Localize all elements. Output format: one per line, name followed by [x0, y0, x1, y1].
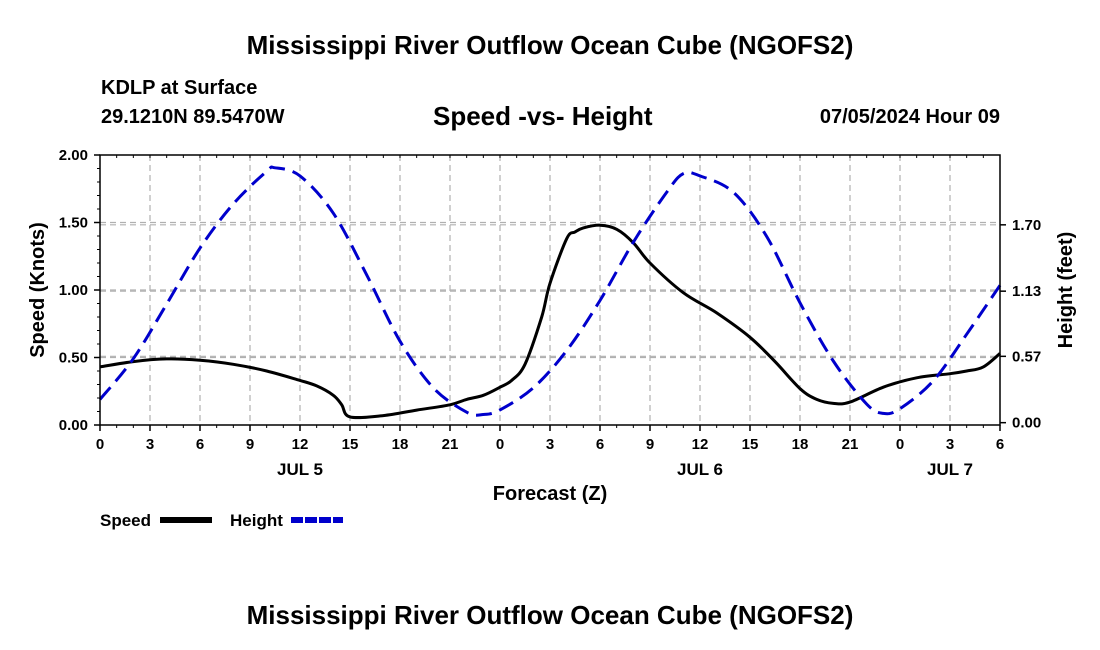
chart-title: Mississippi River Outflow Ocean Cube (NG…: [246, 30, 854, 60]
chart-subtitle: Speed -vs- Height: [433, 101, 653, 131]
x-tick-label: 21: [842, 436, 859, 453]
x-tick-label: 3: [146, 436, 154, 453]
station-label: KDLP at Surface: [101, 77, 258, 99]
date-label: JUL 6: [677, 460, 723, 479]
y-tick-label: 1.00: [59, 282, 88, 299]
axis-layer: 0 3 6 9 12 15 18 21 0 3 6 9 12 15 18 21 0 3 6 JUL 5 JUL 6 JUL…: [59, 147, 1041, 479]
x-tick-label: 12: [692, 436, 709, 453]
legend: Speed Height: [100, 511, 343, 530]
station-coordinates: 29.1210N 89.5470W: [101, 106, 285, 128]
date-label: JUL 7: [927, 460, 973, 479]
x-tick-label: 6: [996, 436, 1004, 453]
x-tick-label: 3: [546, 436, 554, 453]
date-label: JUL 5: [277, 460, 323, 479]
series-line-speed: [99, 223, 1001, 420]
y-tick-label: 0.50: [59, 350, 88, 367]
forecast-datetime: 07/05/2024 Hour 09: [819, 106, 1000, 128]
x-tick-label: 0: [896, 436, 904, 453]
y-tick-label: 2.00: [59, 147, 88, 164]
legend-speed-label: Speed: [100, 511, 151, 530]
x-tick-label: 18: [392, 436, 409, 453]
footer-title: Mississippi River Outflow Ocean Cube (NG…: [246, 600, 854, 630]
x-tick-label: 9: [646, 436, 654, 453]
y2-axis-label: Height (feet): [1055, 232, 1077, 349]
x-tick-label: 0: [96, 436, 104, 453]
legend-height-label: Height: [230, 511, 283, 530]
y2-tick-label: 0.00: [1012, 415, 1041, 432]
x-tick-label: 12: [292, 436, 309, 453]
grid-layer: [100, 155, 1000, 425]
x-tick-label: 21: [442, 436, 459, 453]
x-axis-label: Forecast (Z): [493, 483, 607, 505]
x-tick-label: 9: [246, 436, 254, 453]
series-line-height: [98, 165, 1002, 417]
y-tick-label: 1.50: [59, 215, 88, 232]
x-tick-label: 0: [496, 436, 504, 453]
x-tick-label: 15: [742, 436, 759, 453]
x-tick-label: 18: [792, 436, 809, 453]
x-tick-label: 6: [596, 436, 604, 453]
speed-height-chart: 0 3 6 9 12 15 18 21 0 3 6 9 12 15 18 21 0 3 6 JUL 5 JUL 6 JUL…: [27, 147, 1077, 530]
y-axis-label: Speed (Knots): [27, 222, 49, 358]
y-tick-label: 0.00: [59, 417, 88, 434]
y2-tick-label: 1.13: [1012, 283, 1041, 300]
series-layer: [98, 165, 1002, 420]
y2-tick-label: 0.57: [1012, 348, 1041, 365]
x-tick-label: 6: [196, 436, 204, 453]
y2-tick-label: 1.70: [1012, 217, 1041, 234]
x-tick-label: 3: [946, 436, 954, 453]
x-tick-label: 15: [342, 436, 359, 453]
